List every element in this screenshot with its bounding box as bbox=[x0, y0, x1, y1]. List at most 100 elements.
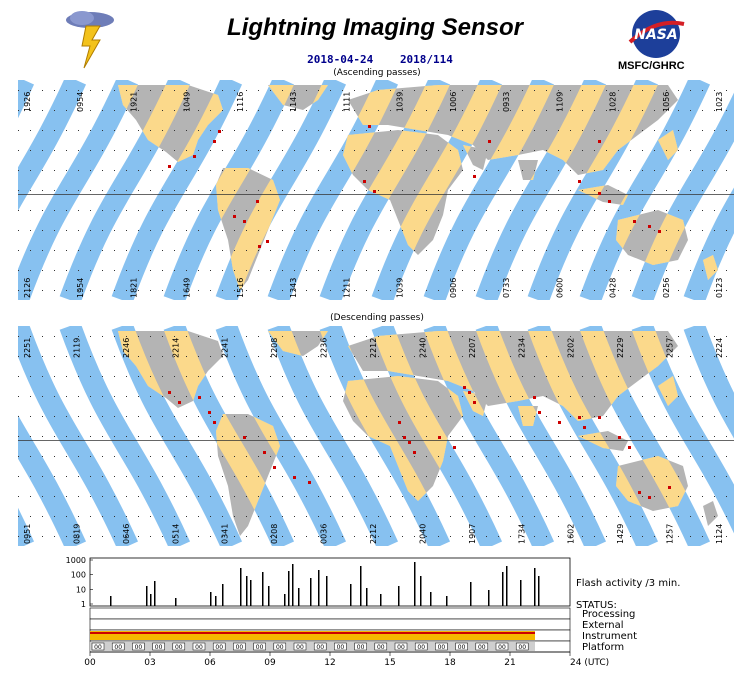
land-area bbox=[343, 130, 463, 255]
status-row-label: External bbox=[582, 620, 624, 631]
flash-dot bbox=[363, 180, 366, 183]
pass-time-top: 2241 bbox=[221, 338, 230, 358]
flash-dot bbox=[208, 411, 211, 414]
flash-dot bbox=[668, 486, 671, 489]
pass-time-top: 2202 bbox=[567, 338, 576, 358]
pass-time-bottom: 0036 bbox=[320, 524, 329, 544]
nasa-logo-icon: NASA bbox=[628, 10, 685, 58]
descending-label: (Descending passes) bbox=[330, 313, 424, 323]
flash-dot bbox=[213, 421, 216, 424]
pass-time-bottom: 0951 bbox=[23, 524, 32, 544]
land-swaths bbox=[18, 326, 734, 546]
pass-time-bottom: 0256 bbox=[662, 278, 671, 298]
platform-box-label: 00 bbox=[518, 644, 526, 651]
flash-dot bbox=[538, 411, 541, 414]
pass-time-bottom: 1734 bbox=[517, 524, 526, 544]
date-line: 2018-04-24 2018/114 bbox=[260, 53, 500, 66]
pass-time-top: 2224 bbox=[715, 338, 724, 358]
pass-time-top: 2251 bbox=[23, 338, 32, 358]
flash-dot bbox=[263, 451, 266, 454]
pass-time-bottom: 0514 bbox=[171, 524, 180, 544]
y-tick-label: 100 bbox=[71, 571, 86, 580]
pass-time-top: 1109 bbox=[555, 92, 564, 112]
platform-box-label: 00 bbox=[94, 644, 102, 651]
flash-dot bbox=[293, 476, 296, 479]
flash-dot bbox=[408, 441, 411, 444]
pass-time-top: 2246 bbox=[122, 338, 131, 358]
pass-time-bottom: 1649 bbox=[183, 278, 192, 298]
flash-dot bbox=[598, 140, 601, 143]
platform-box-label: 00 bbox=[357, 644, 365, 651]
pass-time-top: 2257 bbox=[666, 338, 675, 358]
pass-time-top: 2208 bbox=[270, 338, 279, 358]
pass-time-top: 0954 bbox=[76, 92, 85, 112]
land-area bbox=[518, 160, 538, 180]
pass-time-bottom: 0646 bbox=[122, 524, 131, 544]
pass-time-bottom: 0123 bbox=[715, 278, 724, 298]
flash-dot bbox=[258, 245, 261, 248]
flash-dot bbox=[648, 225, 651, 228]
page-title: Lightning Imaging Sensor bbox=[227, 14, 523, 41]
flash-dot bbox=[468, 391, 471, 394]
pass-time-top: 1111 bbox=[342, 92, 351, 112]
pass-time-top: 2236 bbox=[320, 338, 329, 358]
instrument-status-bar bbox=[90, 631, 535, 640]
lightning-flashes bbox=[168, 125, 661, 248]
pass-time-top: 1143 bbox=[289, 92, 298, 112]
flash-dot bbox=[618, 436, 621, 439]
platform-box-label: 00 bbox=[195, 644, 203, 651]
flash-activity-label: Flash activity /3 min. bbox=[576, 578, 680, 589]
flash-dot bbox=[193, 155, 196, 158]
pass-time-bottom: 1343 bbox=[289, 278, 298, 298]
lightning-logo-icon bbox=[66, 11, 114, 69]
pass-time-bottom: 1211 bbox=[342, 278, 351, 298]
platform-status-bar bbox=[90, 642, 535, 651]
platform-box-label: 00 bbox=[256, 644, 264, 651]
flash-dot bbox=[373, 190, 376, 193]
flash-dot bbox=[266, 240, 269, 243]
flash-dot bbox=[488, 140, 491, 143]
y-tick-label: 1 bbox=[81, 600, 86, 609]
x-tick-label: 15 bbox=[384, 658, 395, 668]
platform-box-label: 00 bbox=[215, 644, 223, 651]
x-tick-label: 24 (UTC) bbox=[570, 658, 609, 668]
day-of-year-text: 2018/114 bbox=[399, 53, 453, 66]
x-tick-label: 21 bbox=[504, 658, 515, 668]
flash-dot bbox=[243, 436, 246, 439]
flash-activity-spikes bbox=[110, 562, 540, 606]
flash-dot bbox=[218, 130, 221, 133]
platform-box-label: 00 bbox=[276, 644, 284, 651]
land-area bbox=[703, 501, 718, 526]
flash-dot bbox=[583, 426, 586, 429]
pass-time-bottom: 1124 bbox=[715, 524, 724, 544]
flash-dot bbox=[233, 215, 236, 218]
pass-time-bottom: 1516 bbox=[236, 278, 245, 298]
status-row-label: Processing bbox=[582, 609, 635, 620]
pass-time-bottom: 0819 bbox=[72, 524, 81, 544]
x-tick-label: 03 bbox=[144, 658, 155, 668]
pass-time-bottom: 1602 bbox=[567, 524, 576, 544]
flash-dot bbox=[198, 396, 201, 399]
pass-time-top: 1049 bbox=[183, 92, 192, 112]
status-row-label: Platform bbox=[582, 642, 624, 653]
pass-time-bottom: 0208 bbox=[270, 524, 279, 544]
pass-time-top: 2214 bbox=[171, 338, 180, 358]
pass-time-top: 1926 bbox=[23, 92, 32, 112]
flash-dot bbox=[628, 446, 631, 449]
pass-time-bottom: 1039 bbox=[396, 278, 405, 298]
flash-dot bbox=[168, 165, 171, 168]
pass-time-bottom: 0733 bbox=[502, 278, 511, 298]
flash-dot bbox=[243, 220, 246, 223]
platform-box-label: 00 bbox=[478, 644, 486, 651]
pass-time-top: 2212 bbox=[369, 338, 378, 358]
grid-dots bbox=[18, 336, 727, 537]
platform-box-label: 00 bbox=[316, 644, 324, 651]
flash-dot bbox=[658, 230, 661, 233]
flash-dot bbox=[178, 401, 181, 404]
flash-dot bbox=[273, 466, 276, 469]
ascending-map: 1926 0954 1921 1049 1116 1143 1111 1039 1006 0933… bbox=[18, 80, 734, 300]
platform-box-label: 00 bbox=[397, 644, 405, 651]
x-tick-label: 00 bbox=[84, 658, 96, 668]
pass-time-top: 1056 bbox=[662, 92, 671, 112]
date-text: 2018-04-24 bbox=[307, 53, 374, 66]
